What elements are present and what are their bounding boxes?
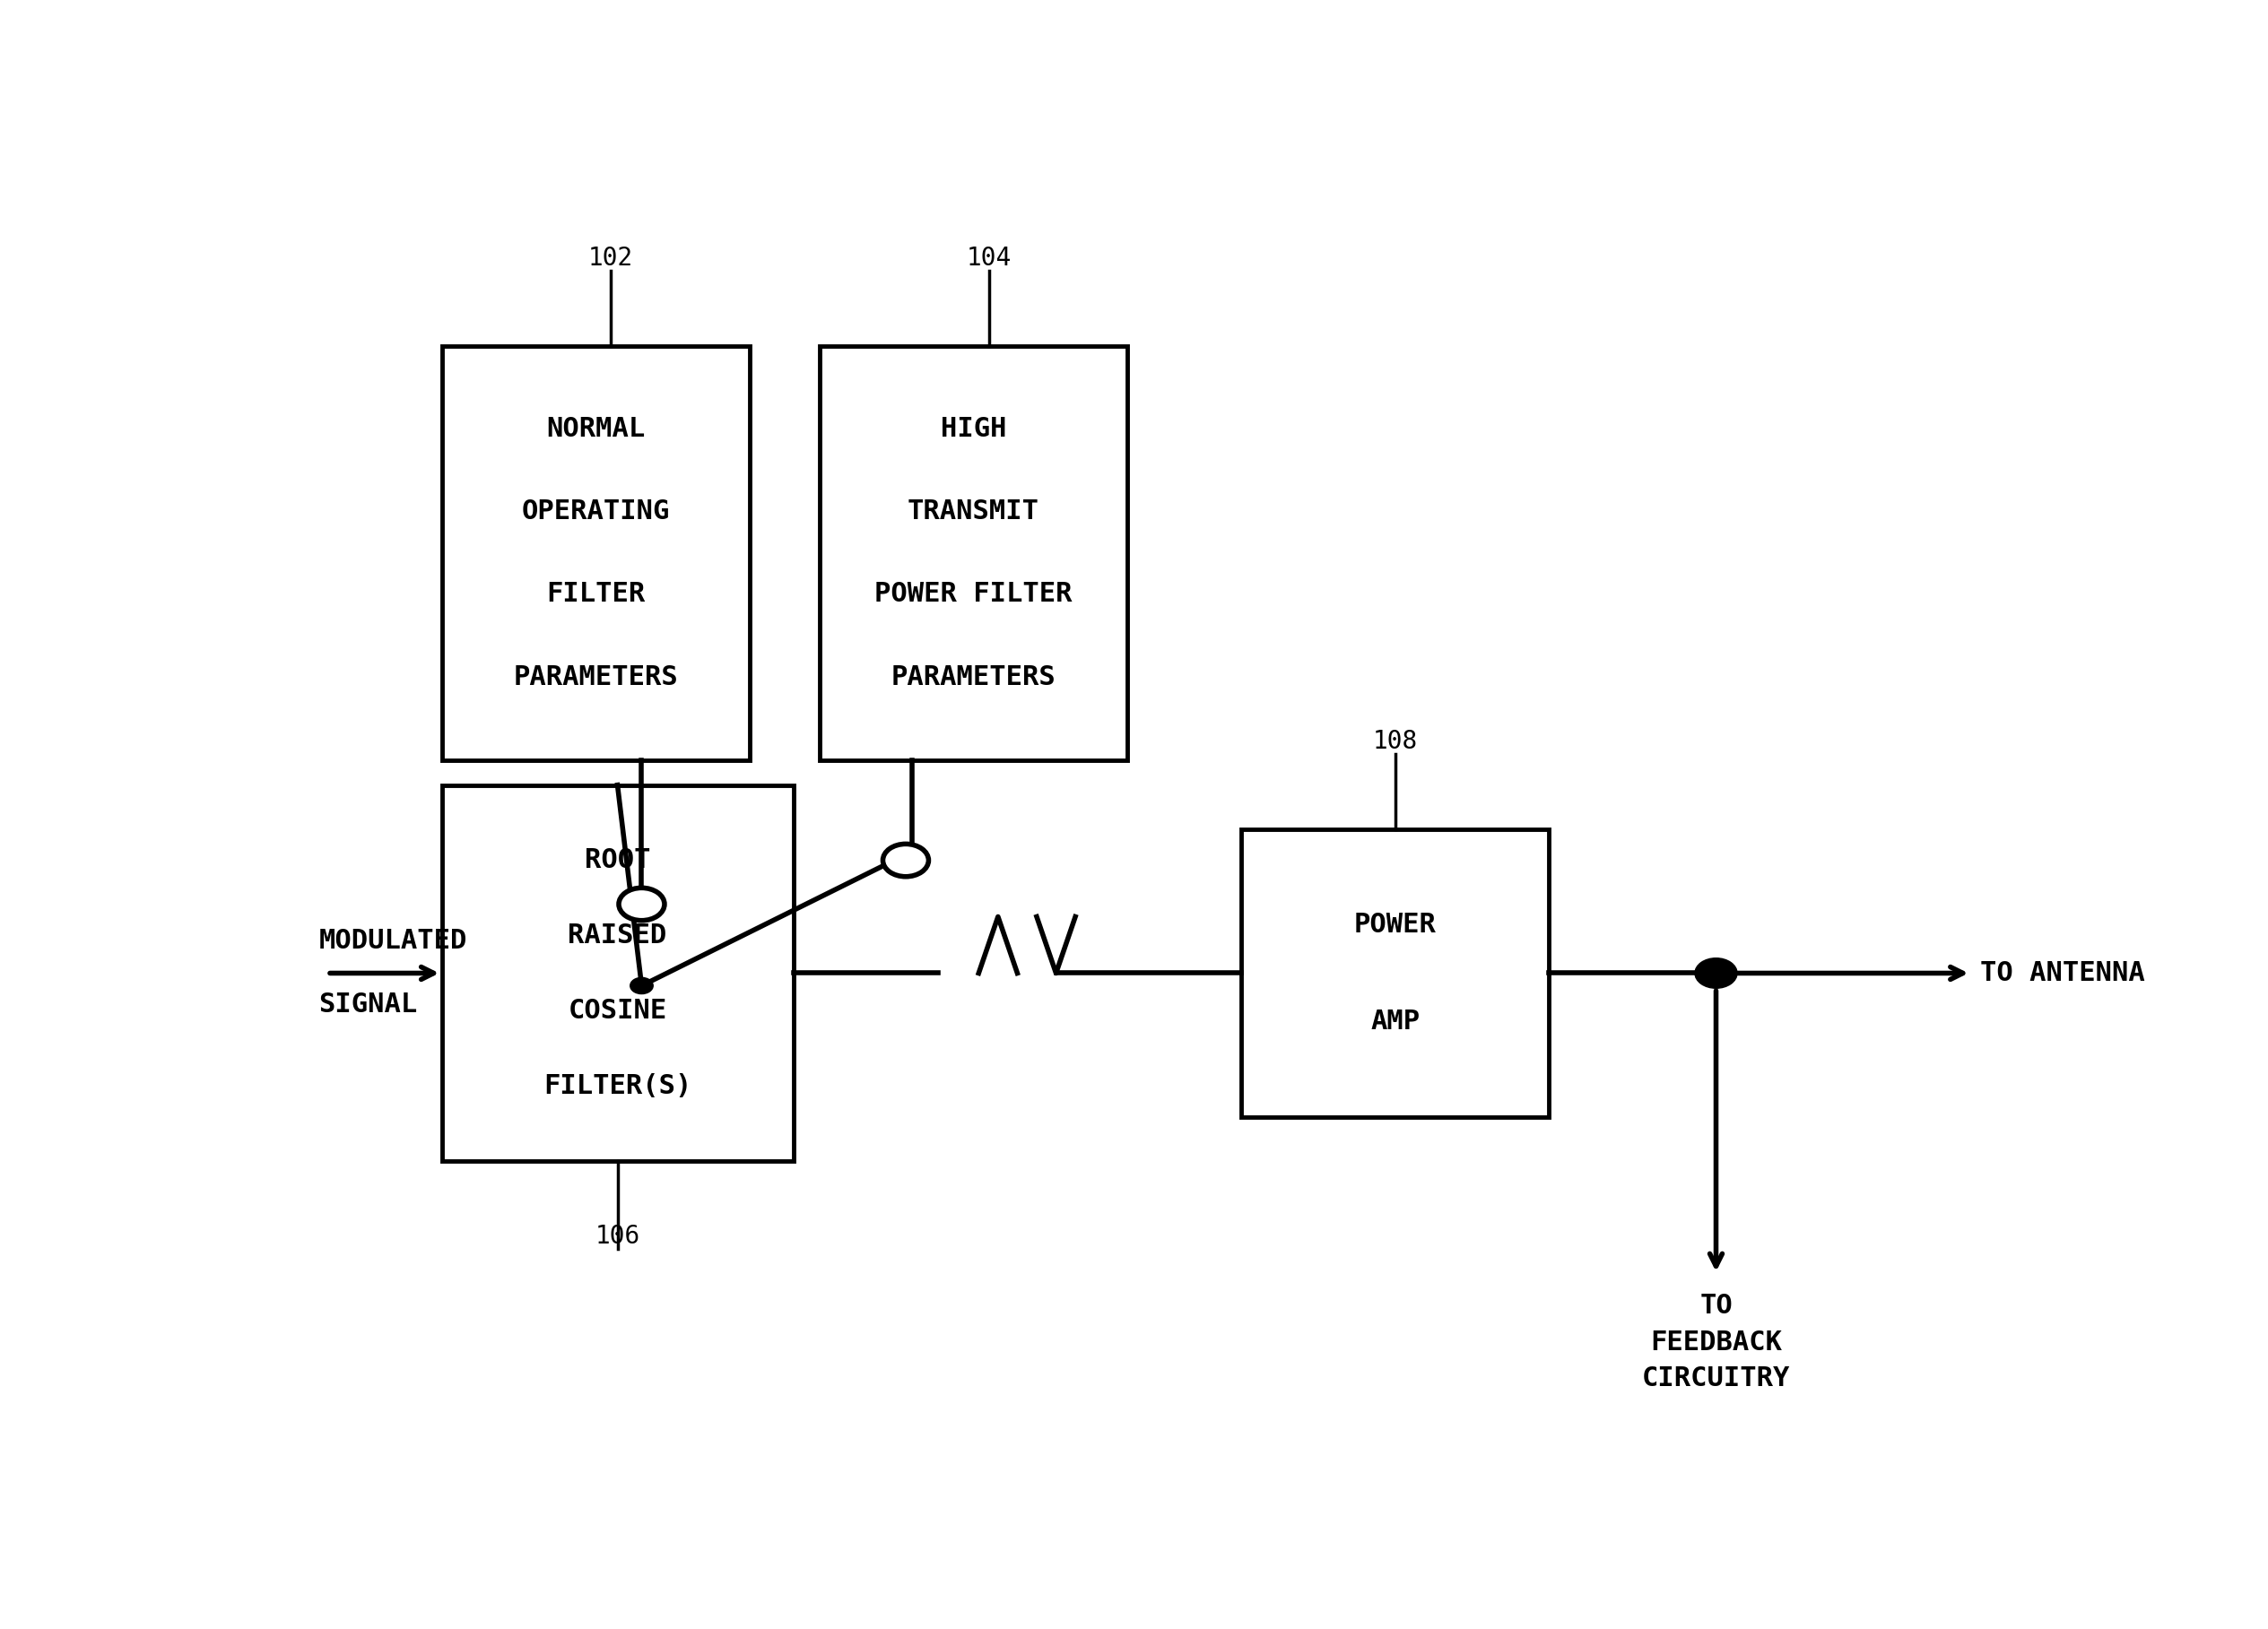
Text: NORMAL: NORMAL xyxy=(547,415,644,441)
Bar xyxy=(819,345,1127,759)
Text: 102: 102 xyxy=(587,246,633,270)
Circle shape xyxy=(1694,958,1737,989)
Text: FILTER(S): FILTER(S) xyxy=(544,1074,692,1100)
Bar xyxy=(442,345,748,759)
Text: COSINE: COSINE xyxy=(567,999,667,1023)
Text: SIGNAL: SIGNAL xyxy=(318,992,417,1018)
Text: TO ANTENNA: TO ANTENNA xyxy=(1980,959,2146,986)
Text: POWER: POWER xyxy=(1354,912,1436,938)
Bar xyxy=(1241,829,1549,1117)
Text: FILTER: FILTER xyxy=(547,582,644,608)
Text: ROOT: ROOT xyxy=(585,847,651,873)
Text: HIGH: HIGH xyxy=(941,415,1007,441)
Text: AMP: AMP xyxy=(1370,1008,1420,1034)
Text: 104: 104 xyxy=(966,246,1012,270)
Text: TO
FEEDBACK
CIRCUITRY: TO FEEDBACK CIRCUITRY xyxy=(1642,1293,1789,1391)
Text: PARAMETERS: PARAMETERS xyxy=(513,665,678,691)
Text: RAISED: RAISED xyxy=(567,922,667,948)
Text: TRANSMIT: TRANSMIT xyxy=(907,498,1039,525)
Bar xyxy=(442,785,794,1161)
Text: 106: 106 xyxy=(594,1223,640,1249)
Circle shape xyxy=(631,977,653,994)
Text: PARAMETERS: PARAMETERS xyxy=(891,665,1057,691)
Text: MODULATED: MODULATED xyxy=(318,929,467,955)
Text: POWER FILTER: POWER FILTER xyxy=(875,582,1073,608)
Circle shape xyxy=(619,888,665,920)
Text: 108: 108 xyxy=(1372,728,1418,754)
Circle shape xyxy=(882,844,928,876)
Text: OPERATING: OPERATING xyxy=(522,498,669,525)
